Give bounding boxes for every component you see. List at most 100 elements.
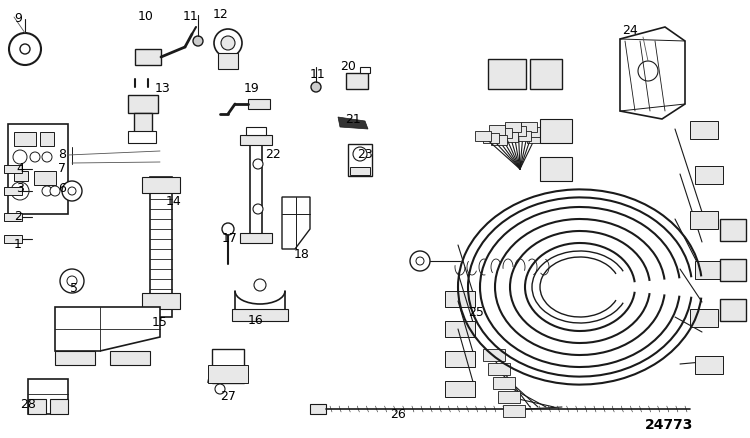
- Text: 9: 9: [14, 12, 22, 25]
- Bar: [489, 126, 506, 136]
- Circle shape: [416, 258, 424, 265]
- Bar: [34, 172, 56, 186]
- Bar: [4, 166, 22, 173]
- Bar: [350, 168, 370, 176]
- Bar: [496, 129, 512, 139]
- Circle shape: [638, 62, 658, 82]
- Bar: [445, 381, 475, 397]
- Circle shape: [410, 251, 430, 272]
- Text: 10: 10: [138, 10, 154, 23]
- Bar: [212, 349, 244, 383]
- Bar: [445, 291, 475, 307]
- Bar: [240, 136, 272, 146]
- Polygon shape: [28, 379, 68, 414]
- Bar: [246, 128, 266, 136]
- Text: 13: 13: [155, 82, 171, 95]
- Circle shape: [13, 151, 27, 165]
- Bar: [483, 349, 505, 361]
- Bar: [14, 172, 28, 182]
- Text: 12: 12: [213, 8, 229, 21]
- Text: 1: 1: [14, 237, 22, 251]
- Circle shape: [20, 45, 30, 55]
- Circle shape: [68, 187, 76, 195]
- Bar: [505, 123, 520, 132]
- Bar: [4, 236, 22, 244]
- Bar: [360, 68, 370, 74]
- Bar: [4, 187, 22, 195]
- Text: 11: 11: [310, 68, 326, 81]
- Bar: [540, 158, 572, 182]
- Circle shape: [311, 83, 321, 93]
- Polygon shape: [620, 28, 685, 120]
- Polygon shape: [55, 307, 160, 351]
- Bar: [720, 259, 746, 281]
- Circle shape: [60, 269, 84, 293]
- Bar: [40, 133, 54, 147]
- Bar: [514, 132, 531, 142]
- Bar: [348, 145, 372, 177]
- Circle shape: [11, 183, 29, 201]
- Bar: [445, 351, 475, 367]
- Text: 20: 20: [340, 60, 356, 73]
- Text: 28: 28: [20, 397, 36, 410]
- Bar: [142, 293, 180, 309]
- Circle shape: [222, 223, 234, 236]
- Text: 24773: 24773: [645, 417, 693, 431]
- Bar: [521, 123, 537, 133]
- Circle shape: [254, 279, 266, 291]
- Bar: [490, 136, 506, 146]
- Text: 4: 4: [16, 162, 24, 175]
- Bar: [110, 351, 150, 365]
- Polygon shape: [282, 198, 310, 249]
- Bar: [240, 233, 272, 244]
- Bar: [128, 132, 156, 144]
- Bar: [720, 299, 746, 321]
- Bar: [248, 100, 270, 110]
- Text: 21: 21: [345, 113, 361, 126]
- Text: 24: 24: [622, 24, 638, 37]
- Circle shape: [253, 159, 263, 170]
- Bar: [530, 60, 562, 90]
- Bar: [503, 405, 525, 417]
- Circle shape: [253, 205, 263, 215]
- Text: 14: 14: [166, 194, 182, 208]
- Text: 6: 6: [58, 182, 66, 194]
- Bar: [346, 74, 368, 90]
- Bar: [250, 138, 262, 237]
- Text: 26: 26: [390, 407, 406, 420]
- Bar: [134, 114, 152, 136]
- Bar: [488, 363, 510, 375]
- Bar: [476, 132, 491, 142]
- Circle shape: [193, 37, 203, 47]
- Circle shape: [215, 384, 225, 394]
- Bar: [135, 50, 161, 66]
- Bar: [540, 120, 572, 144]
- Bar: [28, 399, 46, 414]
- Bar: [720, 219, 746, 241]
- Bar: [488, 60, 526, 90]
- Circle shape: [67, 276, 77, 286]
- Text: 15: 15: [152, 315, 168, 328]
- Bar: [498, 391, 520, 403]
- Circle shape: [42, 153, 52, 162]
- Text: 22: 22: [265, 148, 280, 161]
- Circle shape: [353, 148, 367, 162]
- Text: 2: 2: [14, 209, 22, 223]
- Bar: [503, 133, 518, 142]
- Bar: [695, 356, 723, 374]
- Circle shape: [9, 34, 41, 66]
- Bar: [128, 96, 158, 114]
- Bar: [218, 54, 238, 70]
- Bar: [4, 213, 22, 222]
- Text: 27: 27: [220, 389, 236, 402]
- Circle shape: [62, 182, 82, 201]
- Circle shape: [50, 187, 60, 197]
- Bar: [208, 365, 248, 383]
- Bar: [310, 404, 326, 414]
- Bar: [525, 128, 541, 138]
- Circle shape: [221, 37, 235, 51]
- Bar: [55, 351, 95, 365]
- Bar: [695, 261, 723, 279]
- Bar: [690, 212, 718, 230]
- Text: 3: 3: [16, 182, 24, 194]
